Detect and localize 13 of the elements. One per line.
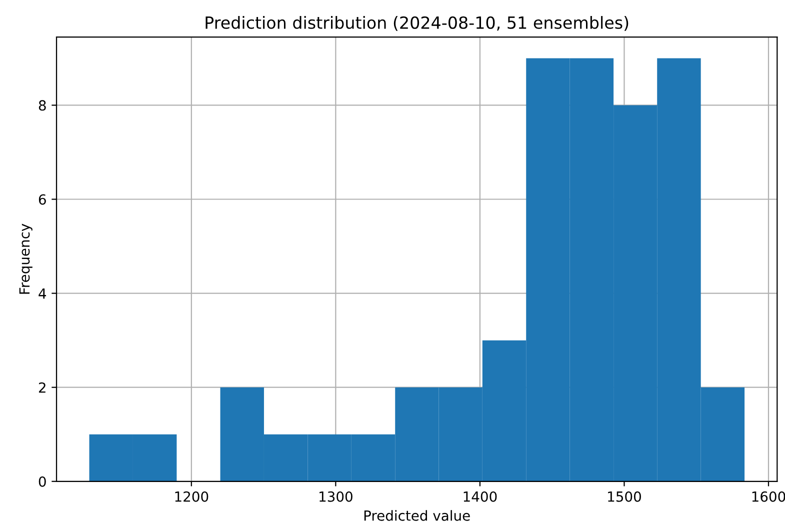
- x-tick-label: 1500: [608, 491, 641, 502]
- y-tick-label: 6: [38, 194, 46, 205]
- x-tick-label: 1600: [752, 491, 785, 502]
- x-tick-label: 1300: [320, 491, 352, 502]
- chart-title: Prediction distribution (2024-08-10, 51 ensembles): [206, 16, 628, 31]
- x-tick-label: 1200: [175, 491, 208, 502]
- y-tick-label: 4: [38, 288, 46, 299]
- x-axis-title: Predicted value: [364, 510, 470, 521]
- y-tick-label: 0: [38, 476, 46, 487]
- x-tick-label: 1400: [464, 491, 497, 502]
- y-axis-title: Frequency: [19, 224, 32, 294]
- y-tick-label: 8: [38, 100, 46, 111]
- y-tick-label: 2: [38, 382, 46, 393]
